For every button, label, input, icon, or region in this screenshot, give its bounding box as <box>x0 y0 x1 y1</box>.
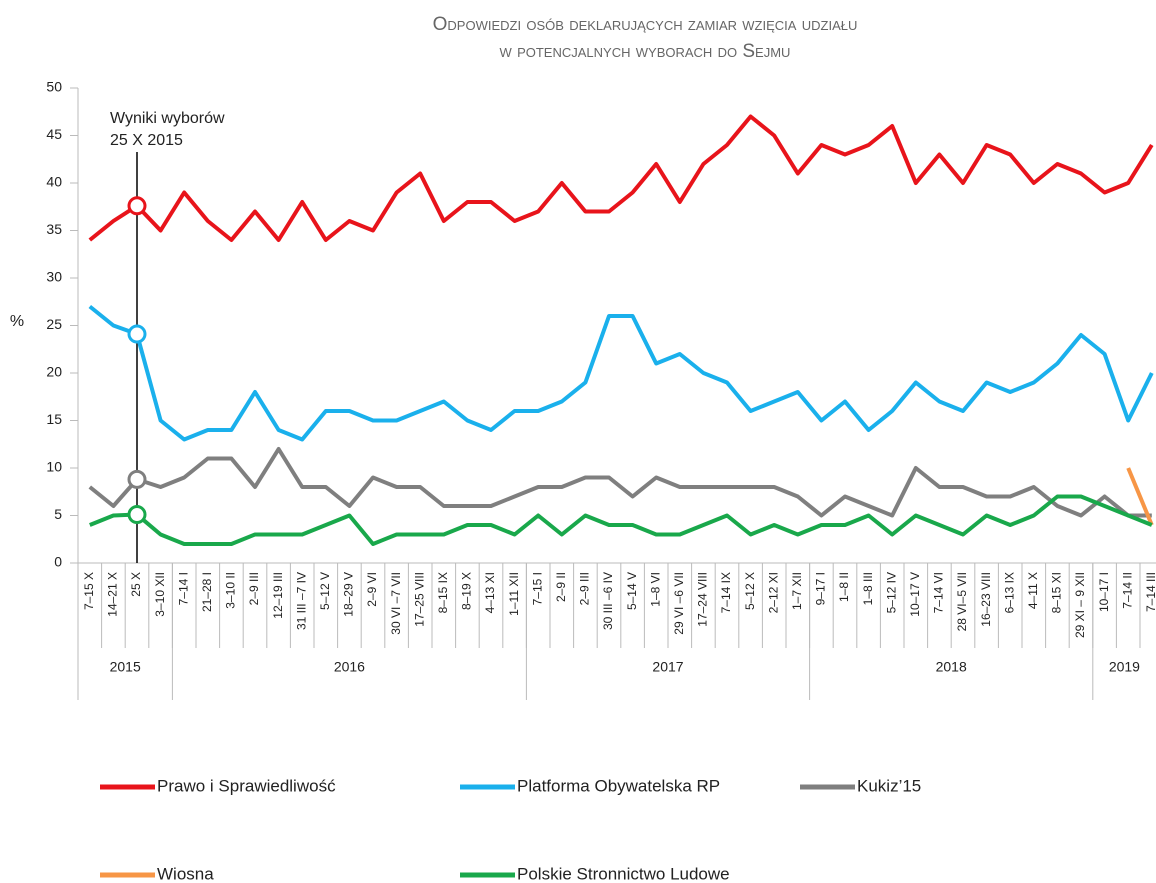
chart-title: Odpowiedzi osób deklarujących zamiar wzi… <box>433 14 858 35</box>
group-label: 2015 <box>110 659 141 675</box>
y-tick-label: 10 <box>46 459 62 475</box>
x-tick-label: 8–15 IX <box>436 572 450 613</box>
x-tick-label: 17–24 VIII <box>696 572 710 627</box>
x-tick-label: 8–15 XI <box>1050 572 1064 613</box>
x-tick-label: 17–25 VIII <box>412 572 426 627</box>
x-tick-label: 4–11 X <box>1026 572 1040 609</box>
x-tick-label: 2–9 III <box>247 572 261 605</box>
legend-label: Kukiz’15 <box>857 776 921 795</box>
x-tick-label: 7–14 III <box>1144 572 1156 612</box>
x-tick-label: 5–12 V <box>318 572 332 610</box>
x-tick-label: 1–7 XII <box>790 572 804 610</box>
group-label: 2016 <box>334 659 365 675</box>
group-label: 2018 <box>936 659 967 675</box>
x-tick-label: 6–13 IX <box>1002 572 1016 613</box>
legend-label: Prawo i Sprawiedliwość <box>157 776 336 795</box>
x-tick-label: 5–14 V <box>625 572 639 610</box>
annotation: 25 X 2015 <box>110 132 183 149</box>
x-tick-label: 5–12 IV <box>884 572 898 613</box>
y-tick-label: 25 <box>46 316 62 332</box>
x-tick-label: 3–10 II <box>224 572 238 609</box>
x-tick-label: 10–17 V <box>908 572 922 617</box>
x-tick-label: 7–15 I <box>530 572 544 605</box>
chart-title: w potencjalnych wyborach do Sejmu <box>500 41 791 62</box>
legend-label: Polskie Stronnictwo Ludowe <box>517 864 730 883</box>
x-tick-label: 1–11 XII <box>507 572 521 616</box>
x-tick-label: 2–12 XI <box>766 572 780 613</box>
legend-label: Platforma Obywatelska RP <box>517 776 720 795</box>
x-tick-label: 2–9 II <box>554 572 568 602</box>
x-tick-label: 7–14 IX <box>719 572 733 613</box>
x-tick-label: 7–14 II <box>1120 572 1134 609</box>
x-tick-label: 2–9 III <box>578 572 592 605</box>
y-tick-label: 45 <box>46 126 62 142</box>
x-tick-label: 25 X <box>129 572 143 597</box>
y-axis-label: % <box>10 313 24 330</box>
x-tick-label: 1–8 II <box>837 572 851 602</box>
x-tick-label: 12–19 III <box>271 572 285 619</box>
x-tick-label: 5–12 X <box>743 572 757 610</box>
x-tick-label: 14–21 X <box>106 572 120 617</box>
legend-label: Wiosna <box>157 864 214 883</box>
annotation: Wyniki wyborów <box>110 110 225 127</box>
x-tick-label: 21–28 I <box>200 572 214 612</box>
x-tick-label: 30 VI –7 VII <box>389 572 403 635</box>
x-tick-label: 18–29 V <box>342 572 356 617</box>
x-tick-label: 29 VI –6 VII <box>672 572 686 635</box>
x-tick-label: 10–17 I <box>1097 572 1111 612</box>
y-tick-label: 0 <box>54 554 62 570</box>
x-tick-label: 31 III –7 IV <box>294 572 308 630</box>
series-line <box>1126 467 1154 526</box>
series-line <box>88 304 1154 442</box>
group-label: 2017 <box>652 659 683 675</box>
election-marker <box>127 469 147 489</box>
x-tick-label: 4–13 XI <box>483 572 497 613</box>
series-line <box>88 447 1152 518</box>
y-tick-label: 30 <box>46 269 62 285</box>
x-tick-label: 1–8 III <box>861 572 875 605</box>
y-tick-label: 50 <box>46 79 62 95</box>
y-tick-label: 35 <box>46 221 62 237</box>
y-tick-label: 20 <box>46 364 62 380</box>
x-tick-label: 29 XI – 9 XII <box>1073 572 1087 638</box>
election-marker <box>127 324 147 344</box>
group-label: 2019 <box>1109 659 1140 675</box>
series-line <box>89 494 1153 546</box>
x-tick-label: 7–14 I <box>176 572 190 605</box>
y-tick-label: 40 <box>46 174 62 190</box>
x-tick-label: 7–15 X <box>82 572 96 610</box>
x-tick-label: 30 III –6 IV <box>601 572 615 630</box>
series-line <box>88 114 1154 242</box>
x-tick-label: 1–8 VI <box>648 572 662 607</box>
x-tick-label: 2–9 VI <box>365 572 379 607</box>
election-marker <box>127 196 147 216</box>
y-tick-label: 5 <box>54 506 62 522</box>
y-tick-label: 15 <box>46 411 62 427</box>
x-tick-label: 7–14 VI <box>932 572 946 613</box>
x-tick-label: 9–17 I <box>814 572 828 605</box>
x-tick-label: 3–10 XII <box>153 572 167 617</box>
x-tick-label: 8–19 X <box>460 572 474 610</box>
x-tick-label: 16–23 VIII <box>979 572 993 627</box>
election-marker <box>127 505 147 525</box>
x-tick-label: 28 VI–5 VII <box>955 572 969 631</box>
